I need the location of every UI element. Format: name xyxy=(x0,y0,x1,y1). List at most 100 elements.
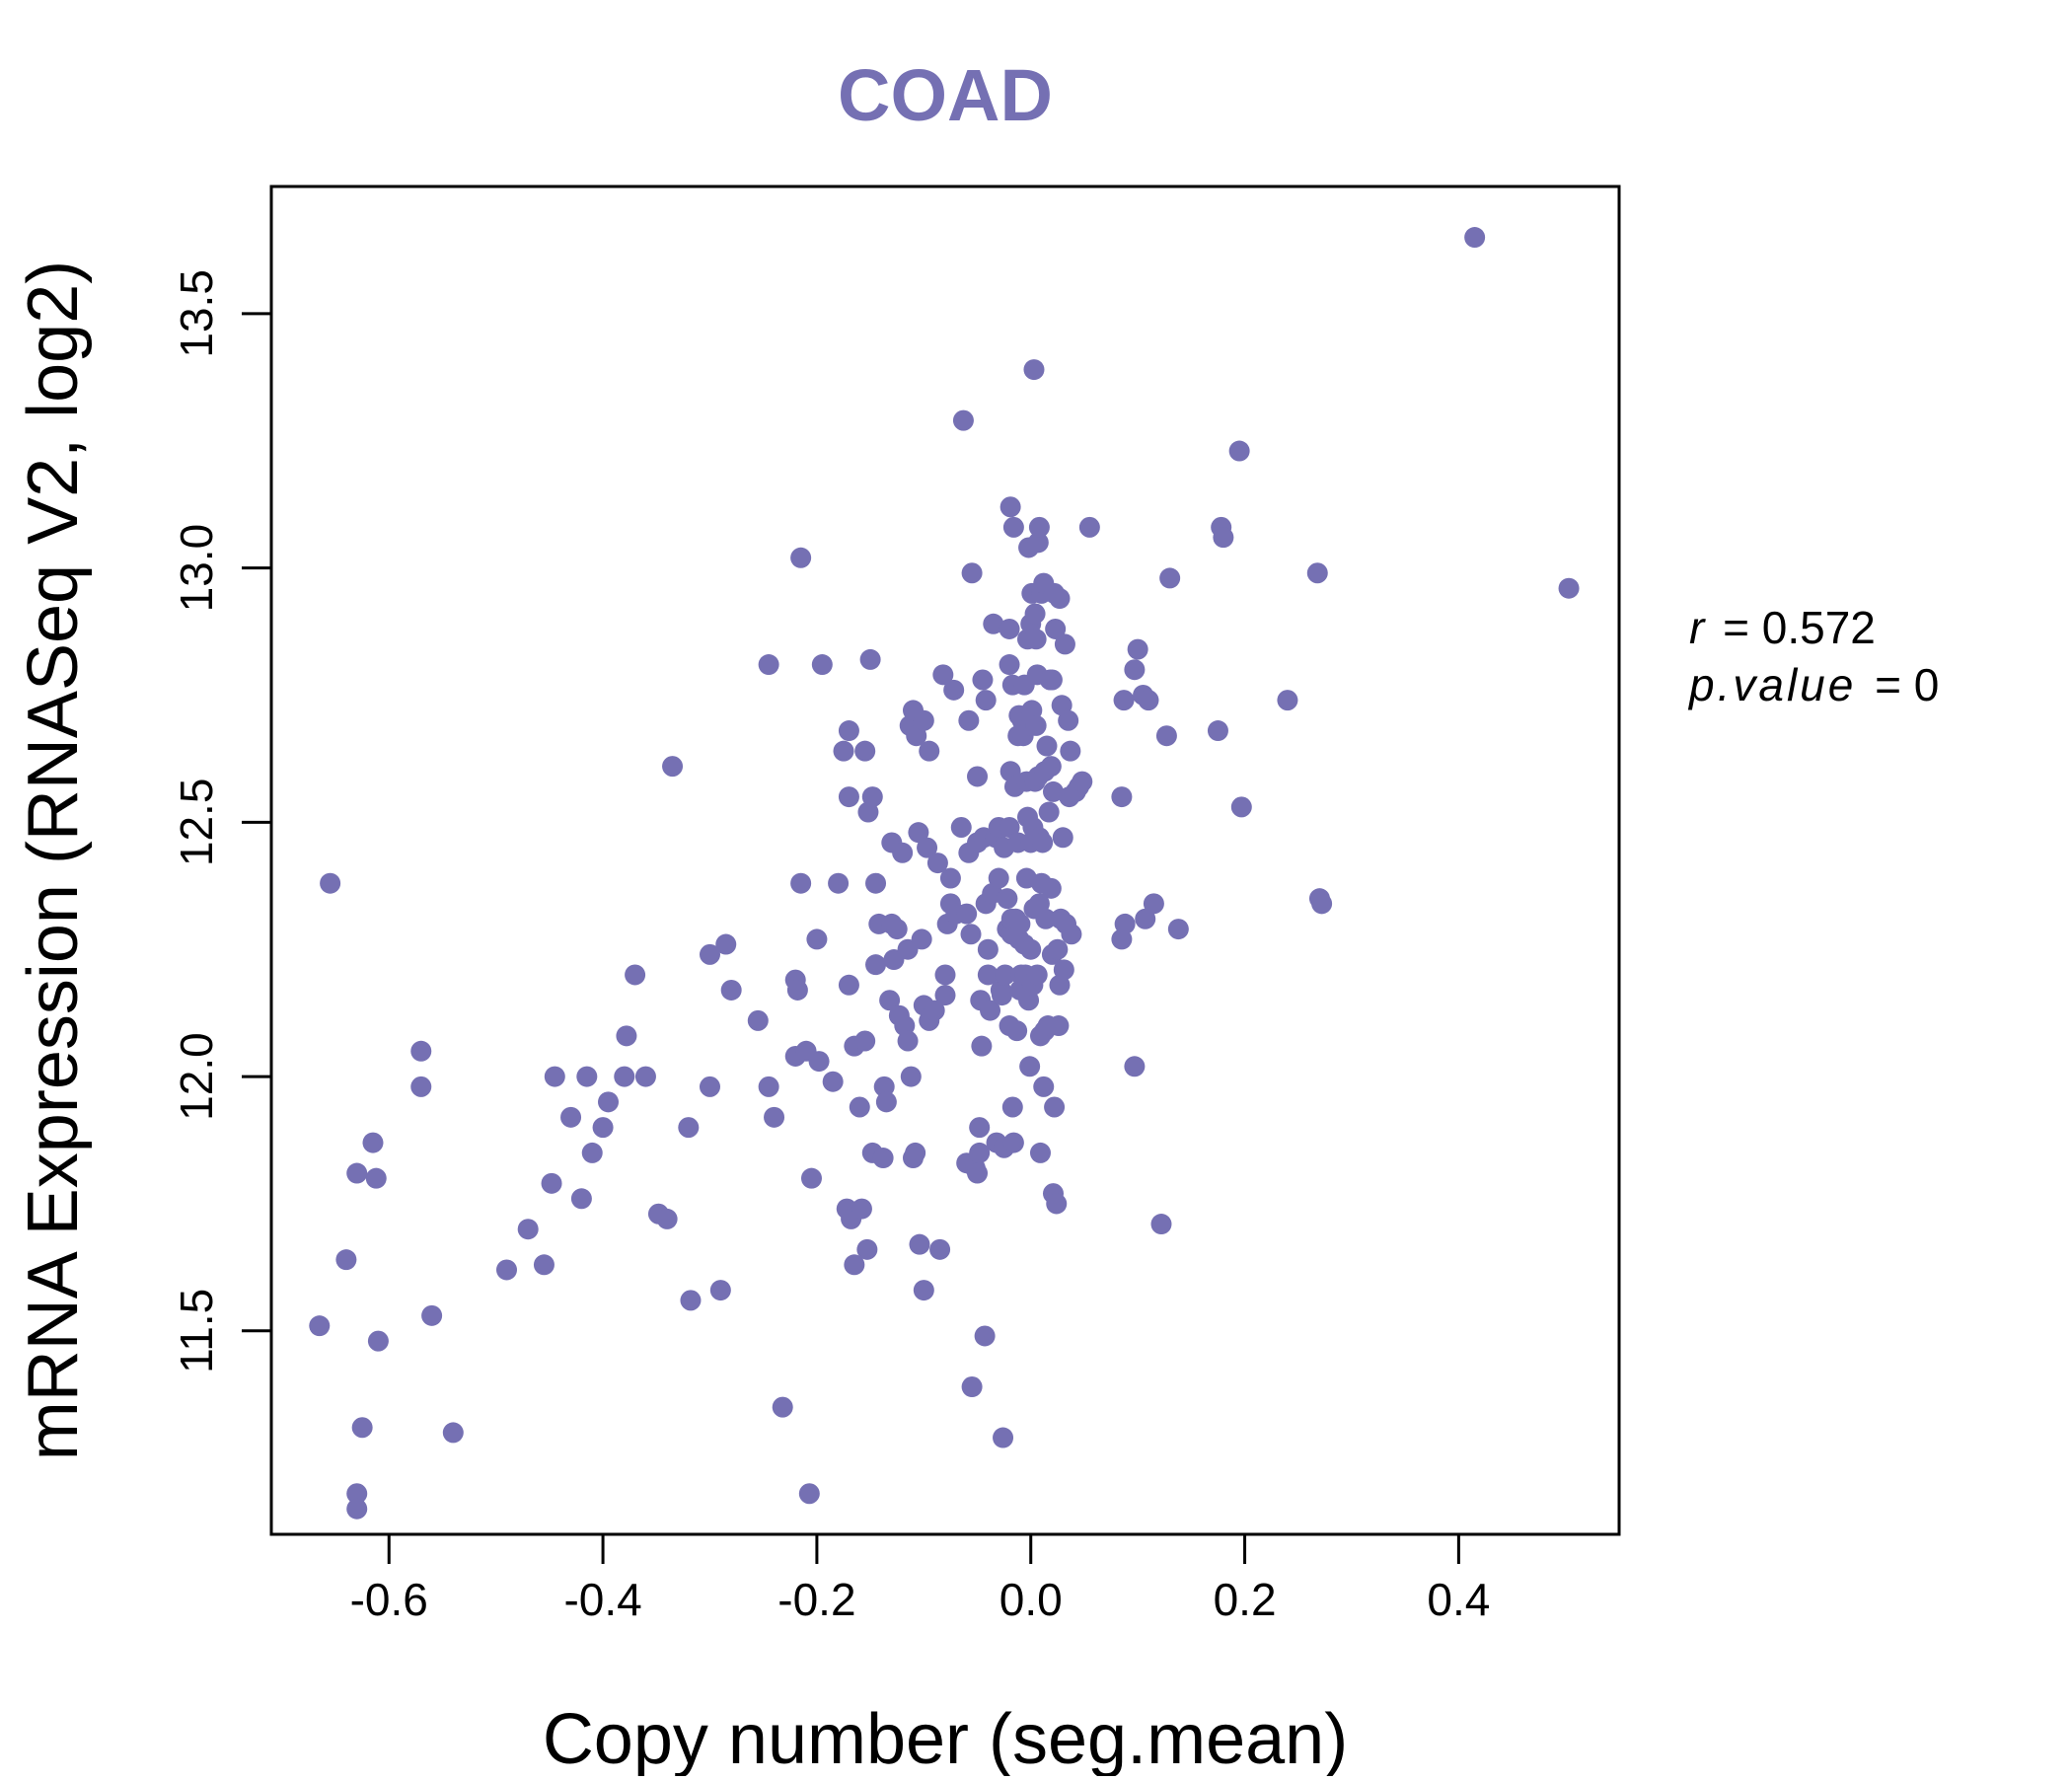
data-point xyxy=(833,740,854,762)
data-point xyxy=(975,690,997,711)
data-point xyxy=(1135,908,1156,929)
data-point xyxy=(1138,690,1159,711)
r-equals: = xyxy=(1723,602,1762,653)
data-point xyxy=(872,1148,894,1169)
data-point xyxy=(828,872,850,894)
data-point xyxy=(1025,714,1047,736)
data-point xyxy=(806,928,828,950)
data-point xyxy=(576,1066,598,1087)
data-point xyxy=(929,1238,951,1260)
data-point xyxy=(1025,629,1047,650)
data-point xyxy=(309,1315,331,1337)
data-point xyxy=(786,979,808,1001)
data-point xyxy=(999,618,1020,639)
data-point xyxy=(838,786,859,808)
data-point xyxy=(320,872,341,894)
data-point xyxy=(913,709,934,731)
data-point xyxy=(772,1396,793,1418)
data-point xyxy=(1228,440,1250,462)
data-point xyxy=(934,964,956,986)
data-point xyxy=(926,853,948,874)
data-point xyxy=(879,990,901,1011)
data-point xyxy=(905,1142,926,1163)
data-point xyxy=(811,654,833,676)
data-point xyxy=(362,1132,384,1153)
data-point xyxy=(908,822,929,844)
data-point xyxy=(909,1233,930,1255)
data-point xyxy=(924,1000,945,1021)
data-point xyxy=(961,1376,983,1398)
data-point xyxy=(720,979,742,1001)
data-point xyxy=(1044,1096,1066,1118)
data-point xyxy=(1124,1056,1146,1077)
data-point xyxy=(1002,516,1024,538)
data-point xyxy=(1026,964,1048,986)
data-point xyxy=(351,1417,373,1439)
data-point xyxy=(709,1280,731,1301)
data-point xyxy=(1023,359,1045,381)
data-point xyxy=(958,709,980,731)
x-tick-label: -0.4 xyxy=(563,1574,641,1625)
data-point xyxy=(570,1188,592,1210)
data-point xyxy=(995,964,1016,986)
data-point xyxy=(988,867,1009,889)
data-point xyxy=(967,766,989,787)
data-point xyxy=(1006,1020,1028,1042)
data-point xyxy=(983,613,1004,634)
data-point xyxy=(849,1096,870,1118)
data-point xyxy=(997,888,1018,910)
data-point xyxy=(844,1254,865,1276)
data-point xyxy=(999,496,1021,518)
data-point xyxy=(800,1167,822,1189)
data-point xyxy=(1124,659,1146,681)
data-point xyxy=(1002,1132,1024,1153)
data-point xyxy=(913,1280,934,1301)
data-point xyxy=(581,1142,603,1163)
data-point xyxy=(1311,893,1333,915)
data-point xyxy=(346,1483,368,1505)
data-point xyxy=(715,933,737,955)
data-point xyxy=(808,1051,830,1073)
x-axis: -0.6 -0.4 -0.2 0.0 0.2 0.4 xyxy=(350,1532,1490,1625)
data-point xyxy=(678,1117,700,1139)
data-point xyxy=(1049,588,1071,610)
p-annotation: p.value = 0 xyxy=(1687,659,1939,710)
data-point xyxy=(892,842,914,863)
data-point xyxy=(758,1076,779,1097)
data-point xyxy=(1020,938,1042,960)
data-point xyxy=(496,1259,518,1281)
data-point xyxy=(952,409,974,431)
data-point xyxy=(999,816,1020,838)
data-point xyxy=(1054,633,1075,655)
y-tick-label: 12.5 xyxy=(171,779,222,867)
data-point xyxy=(1024,603,1046,625)
data-point xyxy=(1159,567,1181,589)
data-point xyxy=(971,1035,993,1057)
data-point xyxy=(854,740,876,762)
r-label: r xyxy=(1689,602,1706,653)
data-point xyxy=(900,1066,922,1087)
y-tick-label: 12.0 xyxy=(171,1032,222,1121)
data-point xyxy=(1143,893,1164,915)
data-point xyxy=(943,679,965,701)
data-point xyxy=(854,1030,876,1052)
data-point xyxy=(1001,1096,1023,1118)
data-point xyxy=(656,1208,678,1229)
data-point xyxy=(662,756,684,778)
data-point xyxy=(1038,801,1060,823)
y-tick-label: 13.0 xyxy=(171,524,222,613)
data-point xyxy=(993,1427,1014,1448)
data-point xyxy=(410,1040,432,1062)
y-tick-label: 11.5 xyxy=(171,1289,222,1373)
data-point xyxy=(961,562,983,584)
data-point xyxy=(969,1142,991,1163)
data-point xyxy=(856,1238,878,1260)
data-point xyxy=(560,1106,582,1128)
data-point xyxy=(934,985,956,1006)
data-point xyxy=(950,816,972,838)
x-tick-label: 0.4 xyxy=(1427,1574,1490,1625)
data-point xyxy=(625,964,646,986)
data-point xyxy=(699,1076,720,1097)
data-point xyxy=(838,720,859,742)
